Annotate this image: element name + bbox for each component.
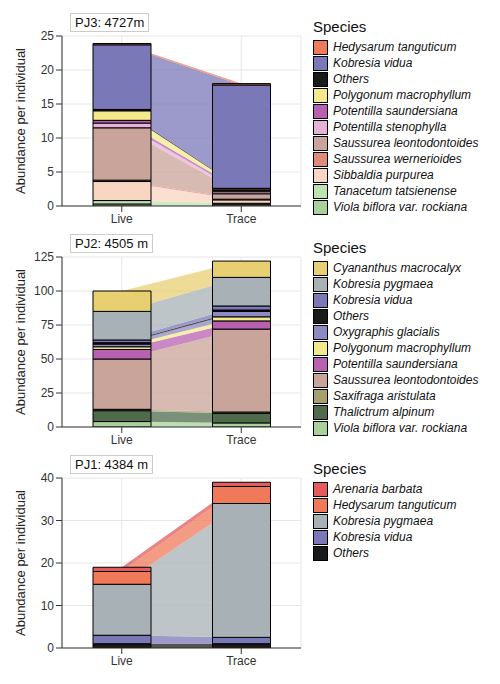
html-text:PJ3: 4727m: PJ3: 4727m <box>75 15 145 30</box>
html-text:Species: Species <box>313 460 367 477</box>
html-text:Kobresia pygmaea: Kobresia pygmaea <box>333 514 434 528</box>
svg-text:0: 0 <box>47 641 54 655</box>
svg-text:125: 125 <box>34 250 54 264</box>
html-text:Kobresia pygmaea: Kobresia pygmaea <box>333 277 434 291</box>
svg-text:50: 50 <box>41 352 55 366</box>
svg-text:Trace: Trace <box>226 433 257 447</box>
html-text:PJ1: 4384 m: PJ1: 4384 m <box>75 457 148 472</box>
html-text:Saussurea wernerioides: Saussurea wernerioides <box>333 152 462 166</box>
svg-text:25: 25 <box>41 386 55 400</box>
html-text:Kobresia vidua: Kobresia vidua <box>333 530 413 544</box>
html-text:Sibbaldia purpurea: Sibbaldia purpurea <box>333 168 434 182</box>
html-text:Thalictrum alpinum: Thalictrum alpinum <box>333 405 435 419</box>
svg-text:Trace: Trace <box>226 654 257 668</box>
html-text:Kobresia vidua: Kobresia vidua <box>333 293 413 307</box>
html-text:Saussurea leontodontoides: Saussurea leontodontoides <box>333 373 479 387</box>
svg-text:Abundance per individual: Abundance per individual <box>13 490 28 636</box>
svg-text:10: 10 <box>41 599 55 613</box>
html-text:Polygonum macrophyllum: Polygonum macrophyllum <box>333 341 472 355</box>
html-text:Others: Others <box>333 72 369 86</box>
html-text:Saussurea leontodontoides: Saussurea leontodontoides <box>333 136 479 150</box>
svg-text:30: 30 <box>41 514 55 528</box>
svg-text:0: 0 <box>47 199 54 213</box>
svg-text:100: 100 <box>34 284 54 298</box>
html-text:Hedysarum tanguticum: Hedysarum tanguticum <box>333 498 457 512</box>
svg-text:Live: Live <box>111 212 133 226</box>
html-text:Kobresia vidua: Kobresia vidua <box>333 56 413 70</box>
html-text:Saxifraga aristulata: Saxifraga aristulata <box>333 389 436 403</box>
svg-text:Live: Live <box>111 654 133 668</box>
svg-text:10: 10 <box>41 131 55 145</box>
html-text:Potentilla saundersiana: Potentilla saundersiana <box>333 104 458 118</box>
svg-text:5: 5 <box>47 165 54 179</box>
html-text:Polygonum macrophyllum: Polygonum macrophyllum <box>333 88 472 102</box>
html-text:Species: Species <box>313 239 367 256</box>
html-text:Hedysarum tanguticum: Hedysarum tanguticum <box>333 40 457 54</box>
html-text:Viola biflora var. rockiana: Viola biflora var. rockiana <box>333 200 468 214</box>
svg-text:75: 75 <box>41 318 55 332</box>
html-text:Potentilla saundersiana: Potentilla saundersiana <box>333 357 458 371</box>
svg-text:15: 15 <box>41 97 55 111</box>
html-text:Arenaria barbata: Arenaria barbata <box>333 482 423 496</box>
html-text:Cyananthus macrocalyx: Cyananthus macrocalyx <box>333 261 462 275</box>
html-text:Viola biflora var. rockiana: Viola biflora var. rockiana <box>333 421 468 435</box>
html-text:Tanacetum tatsienense: Tanacetum tatsienense <box>333 184 457 198</box>
svg-text:20: 20 <box>41 63 55 77</box>
html-text:Others: Others <box>333 309 369 323</box>
html-text:Species: Species <box>313 18 367 35</box>
svg-text:0: 0 <box>47 420 54 434</box>
html-text:Oxygraphis glacialis: Oxygraphis glacialis <box>333 325 440 339</box>
html-text:Others: Others <box>333 546 369 560</box>
svg-text:20: 20 <box>41 556 55 570</box>
html-text:Potentilla stenophylla: Potentilla stenophylla <box>333 120 447 134</box>
svg-text:25: 25 <box>41 29 55 43</box>
html-text:PJ2: 4505 m: PJ2: 4505 m <box>75 236 148 251</box>
svg-text:40: 40 <box>41 471 55 485</box>
svg-text:Trace: Trace <box>226 212 257 226</box>
svg-text:Live: Live <box>111 433 133 447</box>
svg-text:Abundance per individual: Abundance per individual <box>13 48 28 194</box>
svg-text:Abundance per individual: Abundance per individual <box>13 269 28 415</box>
